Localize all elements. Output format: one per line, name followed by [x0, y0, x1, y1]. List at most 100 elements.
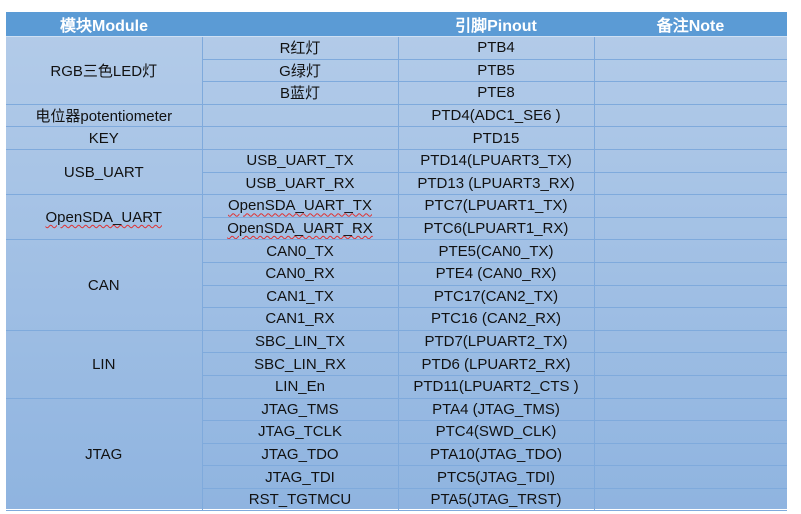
note-cell — [593, 442, 787, 467]
table-row: OpenSDA_UART_RX PTC6(LPUART1_RX) — [6, 216, 787, 241]
signal-cell-text: JTAG_TDI — [265, 468, 335, 486]
signal-cell: USB_UART_TX — [201, 148, 399, 173]
signal-cell-text: USB_UART_RX — [245, 174, 355, 192]
table-row: RGB三色LED灯 R红灯 PTB4 — [6, 36, 787, 105]
header-pinout: 引脚Pinout — [398, 12, 594, 37]
pinout-cell: PTC17(CAN2_TX) — [397, 284, 595, 309]
pinout-cell: PTD14(LPUART3_TX) — [397, 148, 595, 173]
table-row: CAN0_RX PTE4 (CAN0_RX) — [6, 261, 787, 286]
module-label: KEY — [88, 129, 119, 147]
pinout-cell: PTD4(ADC1_SE6 ) — [397, 103, 595, 128]
note-cell — [593, 148, 787, 173]
pinout-cell-text: PTA10(JTAG_TDO) — [430, 445, 562, 463]
note-cell — [593, 487, 787, 512]
table-row: JTAG_TCLK PTC4(SWD_CLK) — [6, 420, 787, 444]
pinout-cell-text: PTD7(LPUART2_TX) — [424, 333, 568, 351]
module-label: USB_UART — [63, 163, 144, 181]
pinout-cell-text: PTD13 (LPUART3_RX) — [417, 174, 575, 192]
module-label: RGB三色LED灯 — [50, 62, 158, 80]
module-cell: USB_UART — [6, 148, 203, 196]
signal-cell-text: CAN0_TX — [266, 242, 334, 260]
signal-cell-text: B蓝灯 — [279, 85, 320, 103]
signal-cell: USB_UART_RX — [202, 171, 399, 196]
pinout-cell-text: PTC6(LPUART1_RX) — [423, 220, 569, 238]
table-row: RST_TGTMCU PTA5(JTAG_TRST) — [6, 487, 787, 512]
signal-cell: SBC_LIN_TX — [201, 329, 399, 354]
pinout-cell: PTE4 (CAN0_RX) — [397, 261, 595, 286]
table-row: LIN SBC_LIN_TX PTD7(LPUART2_TX) — [6, 329, 787, 399]
header-signal — [202, 12, 398, 37]
module-label: JTAG — [85, 445, 123, 463]
signal-cell: LIN_En — [202, 374, 399, 399]
note-cell — [593, 194, 787, 218]
note-cell — [593, 420, 787, 444]
signal-cell-text: OpenSDA_UART_RX — [227, 220, 373, 238]
signal-cell: JTAG_TCLK — [202, 420, 399, 444]
note-cell — [593, 261, 787, 286]
note-cell — [593, 171, 787, 196]
pinout-cell: PTD11(LPUART2_CTS ) — [397, 374, 595, 399]
pinout-cell: PTD6 (LPUART2_RX) — [397, 352, 595, 376]
pinout-cell: PTC6(LPUART1_RX) — [397, 216, 595, 241]
pinout-table-container: 模块Module 引脚Pinout 备注Note RGB三色LED灯 R红灯 PTB… — [6, 12, 787, 512]
pinout-cell: PTD15 — [397, 126, 595, 150]
signal-cell: OpenSDA_UART_RX — [202, 216, 399, 241]
note-cell — [593, 397, 787, 422]
note-cell — [593, 216, 787, 241]
signal-cell: JTAG_TMS — [201, 397, 399, 422]
pinout-cell: PTC5(JTAG_TDI) — [397, 465, 595, 489]
signal-cell-text: CAN0_RX — [265, 265, 335, 283]
signal-cell: JTAG_TDI — [202, 465, 399, 489]
pinout-cell-text: PTD15 — [472, 129, 520, 147]
pinout-cell: PTD7(LPUART2_TX) — [397, 329, 595, 354]
signal-cell-text: SBC_LIN_RX — [254, 355, 346, 373]
header-module: 模块Module — [6, 12, 202, 37]
pinout-cell-text: PTE8 — [477, 84, 515, 102]
header-note: 备注Note — [594, 12, 787, 37]
table-row: USB_UART USB_UART_TX PTD14(LPUART3_TX) — [6, 148, 787, 196]
pinout-cell-text: PTA4 (JTAG_TMS) — [432, 400, 560, 418]
signal-cell-text: CAN1_TX — [266, 287, 334, 305]
table-body: RGB三色LED灯 R红灯 PTB4 G绿灯 PTB5 B蓝灯 PTE8 电位器potenti… — [6, 36, 787, 512]
signal-cell: R红灯 — [201, 36, 399, 60]
table-row: CAN CAN0_TX PTE5(CAN0_TX) — [6, 239, 787, 331]
table-row: CAN1_RX PTC16 (CAN2_RX) — [6, 307, 787, 331]
pinout-cell: PTB4 — [397, 36, 595, 60]
note-cell — [593, 465, 787, 489]
signal-cell: CAN0_TX — [201, 239, 399, 263]
signal-cell-text: OpenSDA_UART_TX — [228, 197, 372, 215]
table-row: JTAG JTAG_TMS PTA4 (JTAG_TMS) — [6, 397, 787, 512]
signal-cell: G绿灯 — [202, 58, 399, 83]
pinout-cell: PTD13 (LPUART3_RX) — [397, 171, 595, 196]
note-cell — [593, 352, 787, 376]
pinout-cell-text: PTD4(ADC1_SE6 ) — [431, 107, 561, 125]
signal-cell-text: G绿灯 — [279, 62, 321, 80]
pinout-cell-text: PTC17(CAN2_TX) — [433, 287, 559, 305]
pinout-cell: PTE8 — [397, 81, 595, 105]
pinout-cell: PTC16 (CAN2_RX) — [397, 307, 595, 331]
signal-cell: B蓝灯 — [202, 81, 399, 105]
signal-cell-text: RST_TGTMCU — [248, 491, 352, 509]
module-label: CAN — [87, 276, 120, 294]
note-cell — [593, 329, 787, 354]
note-cell — [593, 284, 787, 309]
signal-cell: RST_TGTMCU — [202, 487, 399, 512]
pinout-cell-text: PTD11(LPUART2_CTS ) — [413, 378, 579, 396]
pinout-cell-text: PTD14(LPUART3_TX) — [420, 152, 572, 170]
table-row: 电位器potentiometer PTD4(ADC1_SE6 ) — [6, 103, 787, 128]
pinout-table: 模块Module 引脚Pinout 备注Note RGB三色LED灯 R红灯 PTB… — [6, 12, 787, 512]
signal-cell — [201, 126, 399, 150]
signal-cell: OpenSDA_UART_TX — [201, 194, 399, 218]
table-row: SBC_LIN_RX PTD6 (LPUART2_RX) — [6, 352, 787, 376]
note-cell — [593, 103, 787, 128]
note-cell — [593, 81, 787, 105]
pinout-cell-text: PTE5(CAN0_TX) — [438, 242, 554, 260]
pinout-cell: PTA5(JTAG_TRST) — [397, 487, 595, 512]
module-cell: RGB三色LED灯 — [6, 36, 203, 105]
signal-cell-text: SBC_LIN_TX — [254, 333, 346, 351]
table-row: OpenSDA_UART OpenSDA_UART_TX PTC7(LPUART1_… — [6, 194, 787, 241]
signal-cell-text: JTAG_TDO — [261, 445, 339, 463]
signal-cell: CAN1_RX — [202, 307, 399, 331]
note-cell — [593, 36, 787, 60]
pinout-cell: PTC4(SWD_CLK) — [397, 420, 595, 444]
